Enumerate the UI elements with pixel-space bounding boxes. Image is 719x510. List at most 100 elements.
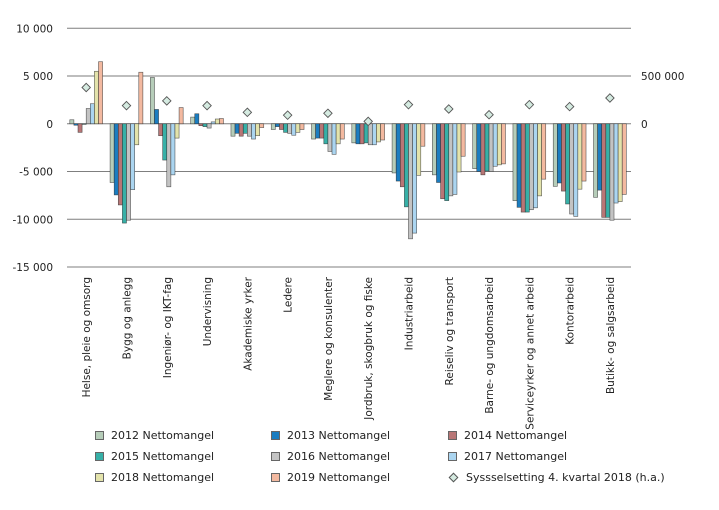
legend-swatch-2015 [95, 452, 104, 461]
category-label: Ingeniør- og IKT-fag [162, 277, 174, 378]
bar [399, 123, 405, 188]
bar [492, 123, 498, 167]
bar [109, 123, 115, 183]
bar [440, 123, 445, 200]
employment-marker [242, 107, 253, 118]
bar [234, 123, 240, 134]
bar [524, 123, 530, 213]
bar [259, 123, 265, 128]
bar [613, 123, 619, 204]
employment-marker [161, 96, 172, 106]
bar [238, 123, 244, 137]
bar [448, 123, 454, 197]
employment-marker [121, 100, 132, 111]
bar [335, 123, 341, 145]
bar [529, 123, 534, 211]
legend-label-2013: 2013 Nettomangel [287, 429, 391, 442]
bar [520, 123, 526, 213]
bar [444, 123, 450, 201]
bar [190, 116, 196, 125]
bar [198, 123, 204, 126]
legend-swatch-2014 [448, 431, 457, 440]
bar [621, 123, 627, 195]
bar [552, 123, 558, 187]
legend-item-2014: 2014 Nettomangel [448, 429, 567, 442]
bar [122, 123, 127, 224]
bar [593, 123, 598, 198]
bar [154, 109, 159, 125]
bar [327, 123, 333, 152]
bar [363, 123, 369, 144]
category-label: Meglere og konsulenter [323, 276, 335, 400]
y-tick-label: -5 000 [19, 167, 53, 179]
employment-marker [403, 99, 414, 110]
category-label: Barne- og ungdomsarbeid [484, 277, 496, 414]
bar [178, 107, 184, 125]
y-tick-label: 0 [46, 119, 53, 131]
bar [355, 123, 361, 145]
category-label: Serviceyrker og annet arbeid [524, 277, 536, 430]
bar [275, 123, 280, 127]
category-label: Akademiske yrker [242, 276, 254, 370]
bar [77, 123, 83, 133]
bar [609, 123, 615, 221]
bar [412, 123, 417, 234]
bar [436, 123, 441, 183]
category-label: Butikk- og salgsarbeid [605, 277, 617, 394]
category-label: Kontorarbeid [565, 277, 577, 345]
bar [202, 123, 208, 127]
bar [331, 123, 337, 155]
legend-swatch-2018 [95, 473, 104, 482]
bar [456, 123, 462, 173]
bar [512, 123, 518, 201]
bar [533, 123, 538, 209]
bar [283, 123, 288, 133]
bar [561, 123, 566, 192]
bar [166, 123, 172, 188]
gridlines [67, 27, 631, 268]
bar [496, 123, 502, 166]
legend-swatch-2012 [95, 431, 104, 440]
legend-item-2018: 2018 Nettomangel [95, 471, 214, 484]
category-label: Bygg og anlegg [121, 277, 133, 359]
bar [295, 123, 301, 133]
diamond-icon [448, 472, 459, 483]
legend-label-2014: 2014 Nettomangel [464, 429, 568, 442]
bar [597, 123, 603, 191]
bar [452, 123, 458, 195]
bar [230, 123, 236, 137]
bar [117, 123, 123, 206]
bar [376, 123, 381, 143]
legend-label-2018: 2018 Nettomangel [111, 471, 215, 484]
y2-tick-label: 0 [641, 119, 648, 131]
bar [541, 123, 547, 180]
employment-marker [323, 108, 333, 119]
bar [134, 123, 140, 146]
bar [472, 123, 478, 169]
y-tick-label: -15 000 [12, 262, 53, 274]
legend-item-2019: 2019 Nettomangel [271, 471, 390, 484]
bar [81, 123, 87, 125]
y2-tick-label: 500 000 [641, 71, 684, 83]
category-label: Industriarbeid [403, 277, 415, 350]
legend-label-2015: 2015 Nettomangel [111, 450, 215, 463]
legend-item-2013: 2013 Nettomangel [271, 429, 390, 442]
bar [432, 123, 437, 176]
bar [577, 123, 583, 190]
bar [617, 123, 623, 202]
employment-marker [605, 93, 615, 103]
bar [85, 108, 91, 125]
employment-marker [443, 104, 454, 114]
bar [557, 123, 562, 184]
bar [359, 123, 365, 145]
bar [319, 123, 325, 139]
bar [480, 123, 486, 176]
bar [339, 123, 345, 140]
bar [247, 123, 252, 137]
legend-item-2016: 2016 Nettomangel [271, 450, 390, 463]
bar [569, 123, 575, 215]
bar [174, 123, 180, 139]
employment-markers [81, 82, 615, 127]
bar [210, 121, 216, 125]
x-axis-categories: Helse, pleie og omsorg Bygg og anlegg Inge… [81, 276, 617, 429]
